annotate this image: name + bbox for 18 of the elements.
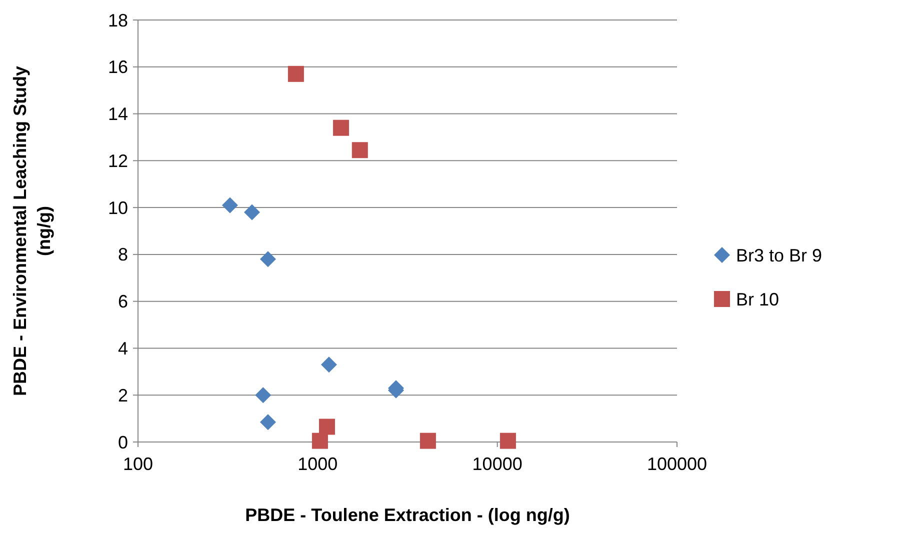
y-axis-title: PBDE - Environmental Leaching Study (ng/g): [10, 66, 54, 396]
y-tick-label: 4: [118, 338, 128, 359]
y-tick-label: 10: [108, 198, 128, 218]
x-axis-title: PBDE - Toulene Extraction - (log ng/g): [245, 505, 570, 525]
y-tick-label: 6: [118, 292, 128, 312]
x-tick-label: 10000: [472, 454, 522, 474]
y-tick-label: 2: [118, 385, 128, 406]
x-tick-label: 100: [122, 454, 154, 474]
legend-label: Br3 to Br 9: [736, 245, 822, 266]
legend-label: Br 10: [736, 289, 780, 310]
y-tick-label: 18: [108, 10, 128, 30]
x-tick-label: 1000: [298, 454, 338, 474]
y-tick-label: 12: [108, 150, 128, 171]
y-tick-label: 14: [108, 104, 128, 124]
y-tick-label: 8: [118, 244, 128, 265]
y-tick-label: 0: [118, 432, 128, 452]
y-tick-label: 16: [108, 57, 128, 78]
x-tick-label: 100000: [646, 454, 708, 474]
